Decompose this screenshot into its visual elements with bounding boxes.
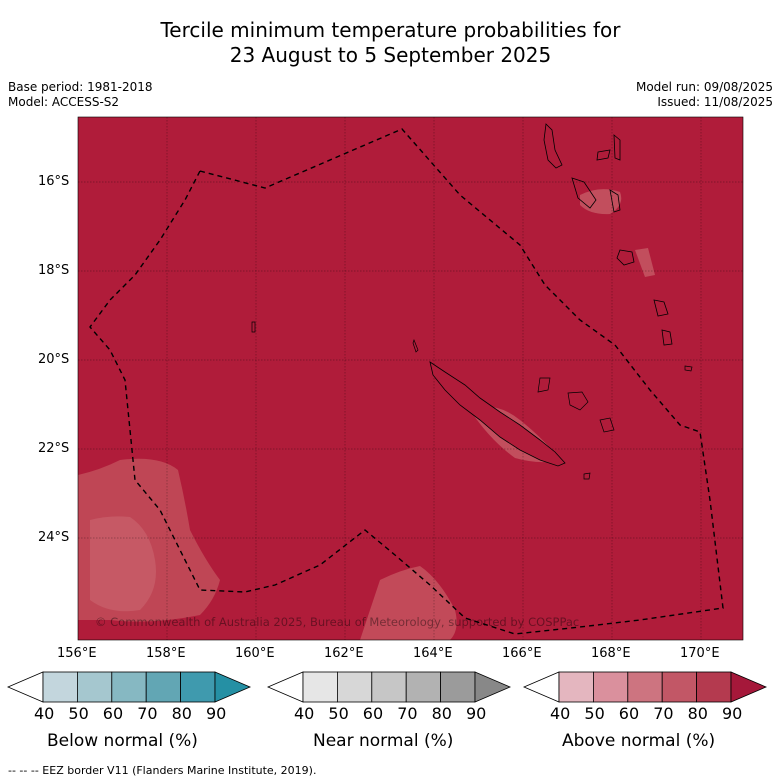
colorbar-tick-label: 40: [550, 704, 571, 723]
model-name: Model: ACCESS-S2: [8, 95, 120, 109]
map-title: Tercile minimum temperature probabilitie…: [0, 18, 781, 68]
colorbar-segment: [405, 671, 442, 703]
island-outline: [609, 189, 621, 213]
lower-probability-area: [635, 248, 655, 277]
colorbar-segment: [696, 671, 732, 703]
colorbar-tick-label: 60: [618, 704, 640, 723]
colorbar-segment: [77, 671, 113, 703]
island-outline: [661, 329, 673, 346]
colorbar-segment: [145, 671, 181, 703]
eez-border: [89, 128, 724, 635]
above-normal-label: Above normal (%): [562, 731, 716, 751]
colorbar-segment: [42, 671, 78, 703]
island-outline: [653, 299, 669, 317]
island-outline: [583, 472, 591, 480]
island-outline: [537, 377, 551, 393]
graticule: [78, 117, 743, 640]
colorbar-tick-label: 60: [102, 704, 124, 723]
colorbar-segment: [627, 671, 663, 703]
lon-label-166e: 166°E: [502, 646, 542, 661]
colorbar-tick-label: 50: [68, 704, 89, 723]
below-normal-label: Below normal (%): [47, 731, 198, 751]
island-outline: [616, 249, 635, 266]
title-line-1: Tercile minimum temperature probabilitie…: [160, 18, 621, 42]
colorbar-tick-label: 60: [362, 704, 384, 723]
lat-label-18s: 18°S: [38, 263, 70, 278]
eez-legend-note: -- -- -- EEZ border V11 (Flanders Marine…: [8, 764, 317, 777]
colorbar-tick-label: 50: [584, 704, 605, 723]
lon-label-158e: 158°E: [146, 646, 186, 661]
colorbar-max-extend: [214, 671, 252, 703]
colorbar-tick-label: 80: [431, 704, 452, 723]
colorbar-segment: [336, 671, 373, 703]
colorbar-tick-label: 70: [137, 704, 158, 723]
island-outline: [543, 123, 563, 169]
island-outline: [613, 134, 621, 161]
colorbar-tick-label: 50: [328, 704, 349, 723]
model-run: Model run: 09/08/2025: [635, 80, 773, 94]
new-caledonia-landmass: [429, 361, 566, 467]
colorbar-tick-label: 90: [722, 704, 743, 723]
colorbar-tick-label: 80: [687, 704, 708, 723]
lat-label-20s: 20°S: [38, 352, 70, 367]
colorbar-segment: [661, 671, 698, 703]
lower-probability-area: [360, 566, 457, 640]
colorbar-tick-label: 40: [34, 704, 55, 723]
colorbar-min-extend: [266, 671, 304, 703]
island-outline: [684, 365, 693, 372]
lon-label-156e: 156°E: [57, 646, 97, 661]
lat-label-16s: 16°S: [38, 174, 70, 189]
run-info: Model run: 09/08/2025 Issued: 11/08/2025: [636, 80, 773, 110]
island-outline: [412, 338, 419, 353]
copyright-text: © Commonwealth of Australia 2025, Bureau…: [95, 615, 579, 629]
lat-label-24s: 24°S: [38, 530, 70, 545]
colorbar-tick-label: 90: [206, 704, 227, 723]
colorbar-tick-label: 80: [171, 704, 192, 723]
lon-label-168e: 168°E: [591, 646, 631, 661]
colorbar-max-extend: [474, 671, 512, 703]
island-outline: [571, 177, 597, 209]
lon-label-170e: 170°E: [680, 646, 720, 661]
near-normal-label: Near normal (%): [313, 731, 454, 751]
colorbar-tick-label: 70: [397, 704, 418, 723]
colorbar-group: [6, 671, 768, 703]
lower-probability-area: [90, 516, 156, 612]
colorbar-max-extend: [730, 671, 768, 703]
colorbar-segment: [440, 671, 476, 703]
colorbar-segment: [371, 671, 407, 703]
island-outline: [599, 417, 615, 433]
colorbar-min-extend: [522, 671, 560, 703]
title-line-2: 23 August to 5 September 2025: [229, 43, 552, 67]
colorbar-tick-label: 40: [294, 704, 315, 723]
colorbar-segment: [111, 671, 147, 703]
colorbar-min-extend: [6, 671, 44, 703]
colorbar-segment: [302, 671, 338, 703]
island-outline: [596, 149, 611, 161]
colorbar-segment: [558, 671, 594, 703]
lat-label-22s: 22°S: [38, 441, 70, 456]
lon-label-164e: 164°E: [413, 646, 453, 661]
map-frame: [77, 116, 744, 641]
issued-date: Issued: 11/08/2025: [657, 95, 773, 109]
colorbar-segment: [180, 671, 216, 703]
island-outline: [251, 321, 256, 333]
model-info: Base period: 1981-2018 Model: ACCESS-S2: [8, 80, 153, 110]
base-period: Base period: 1981-2018: [8, 80, 153, 94]
colorbar-segment: [593, 671, 629, 703]
colorbar-tick-label: 90: [466, 704, 487, 723]
colorbar-tick-label: 70: [653, 704, 674, 723]
lon-label-162e: 162°E: [324, 646, 364, 661]
island-outline: [567, 391, 589, 411]
lon-label-160e: 160°E: [235, 646, 275, 661]
